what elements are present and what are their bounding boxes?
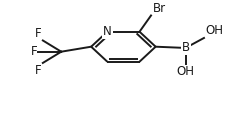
Text: B: B xyxy=(182,41,190,55)
Text: F: F xyxy=(35,64,42,77)
Text: F: F xyxy=(35,27,42,40)
Text: OH: OH xyxy=(177,65,195,78)
Text: F: F xyxy=(31,45,37,58)
Text: OH: OH xyxy=(205,24,223,37)
Text: N: N xyxy=(103,25,112,38)
Text: Br: Br xyxy=(153,2,166,15)
